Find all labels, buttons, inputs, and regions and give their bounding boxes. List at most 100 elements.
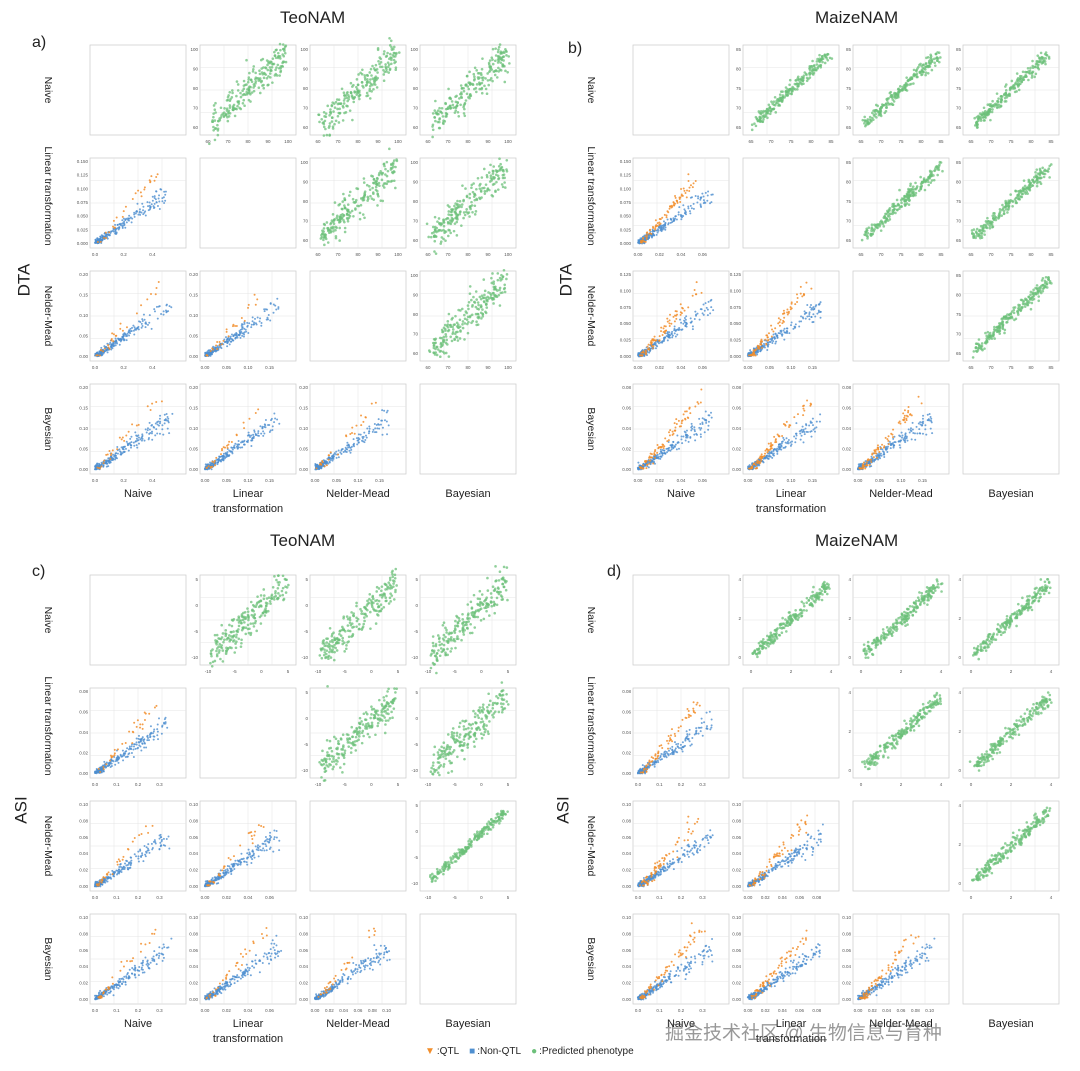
- qtl-point: [675, 314, 678, 317]
- predicted-point: [882, 225, 886, 228]
- nonqtl-point: [650, 347, 653, 350]
- predicted-point: [1027, 78, 1030, 82]
- predicted-point: [970, 229, 974, 232]
- predicted-point: [453, 111, 457, 114]
- x-tick-label: 60: [315, 252, 321, 257]
- nonqtl-point: [690, 320, 693, 323]
- nonqtl-point: [696, 312, 699, 315]
- qtl-point: [96, 241, 99, 244]
- nonqtl-point: [109, 341, 112, 344]
- nonqtl-point: [167, 421, 170, 424]
- predicted-point: [447, 213, 450, 216]
- qtl-point: [228, 440, 231, 443]
- qtl-point: [226, 444, 229, 447]
- predicted-point: [439, 240, 443, 243]
- predicted-point: [347, 95, 351, 99]
- predicted-point: [485, 189, 489, 193]
- predicted-point: [394, 66, 398, 69]
- nonqtl-point: [252, 323, 255, 326]
- predicted-point: [1031, 178, 1034, 182]
- nonqtl-point: [141, 319, 144, 322]
- predicted-point: [1009, 193, 1012, 196]
- predicted-point: [1021, 192, 1024, 196]
- predicted-point: [377, 181, 381, 185]
- predicted-point: [379, 60, 383, 64]
- predicted-point: [349, 81, 353, 85]
- predicted-point: [458, 204, 462, 207]
- nonqtl-point: [222, 455, 225, 458]
- x-tick-label: 60: [315, 139, 321, 144]
- predicted-point: [823, 53, 827, 57]
- predicted-point: [475, 69, 479, 72]
- qtl-point: [658, 335, 661, 338]
- nonqtl-point: [118, 223, 121, 226]
- predicted-point: [924, 73, 927, 77]
- predicted-point: [458, 97, 461, 100]
- qtl-point: [652, 338, 655, 341]
- y-tick-label: 65: [846, 238, 852, 243]
- nonqtl-point: [137, 325, 140, 328]
- qtl-point: [665, 214, 668, 217]
- qtl-point: [205, 354, 208, 357]
- predicted-point: [1031, 66, 1035, 70]
- predicted-point: [869, 119, 873, 122]
- nonqtl-point: [704, 302, 707, 305]
- nonqtl-point: [96, 463, 99, 466]
- y-tick-label: 80: [413, 312, 419, 317]
- predicted-point: [493, 176, 496, 179]
- nonqtl-point: [156, 423, 159, 426]
- nonqtl-point: [260, 321, 263, 324]
- nonqtl-point: [158, 194, 161, 197]
- qtl-point: [253, 293, 256, 296]
- nonqtl-point: [690, 207, 693, 210]
- predicted-point: [763, 115, 767, 119]
- predicted-point: [446, 234, 450, 238]
- predicted-point: [888, 209, 891, 212]
- predicted-point: [891, 202, 895, 206]
- qtl-point: [227, 335, 230, 338]
- predicted-point: [361, 84, 364, 88]
- predicted-point: [481, 186, 484, 190]
- nonqtl-point: [680, 215, 683, 218]
- predicted-point: [1041, 61, 1045, 64]
- x-tick-label: 85: [1048, 139, 1054, 144]
- qtl-point: [103, 459, 106, 462]
- qtl-point: [672, 202, 675, 205]
- nonqtl-point: [156, 432, 159, 435]
- nonqtl-point: [153, 310, 156, 313]
- qtl-point: [661, 216, 664, 219]
- predicted-point: [468, 215, 471, 218]
- nonqtl-point: [248, 322, 251, 325]
- predicted-point: [376, 48, 380, 52]
- predicted-point: [494, 54, 498, 57]
- nonqtl-point: [702, 313, 705, 316]
- predicted-point: [279, 57, 282, 60]
- predicted-point: [437, 217, 441, 220]
- cell-0-0: [89, 44, 187, 136]
- predicted-point: [231, 89, 234, 92]
- nonqtl-point: [692, 202, 695, 205]
- predicted-point: [986, 113, 989, 117]
- predicted-point: [471, 83, 475, 87]
- predicted-point: [466, 331, 470, 335]
- predicted-point: [1022, 78, 1026, 81]
- y-tick-label: 0.20: [299, 385, 308, 390]
- predicted-point: [337, 98, 341, 102]
- predicted-point: [1038, 56, 1042, 60]
- predicted-point: [473, 192, 476, 196]
- predicted-point: [793, 82, 797, 86]
- y-tick-label: 90: [413, 180, 419, 185]
- predicted-point: [274, 68, 277, 72]
- nonqtl-point: [125, 221, 128, 224]
- nonqtl-point: [250, 326, 253, 329]
- predicted-point: [468, 205, 472, 209]
- predicted-point: [271, 57, 275, 60]
- predicted-point: [808, 65, 812, 68]
- predicted-point: [488, 65, 491, 69]
- predicted-point: [897, 203, 901, 207]
- nonqtl-point: [373, 423, 376, 426]
- predicted-point: [915, 185, 919, 188]
- nonqtl-point: [680, 328, 683, 331]
- nonqtl-point: [146, 201, 149, 204]
